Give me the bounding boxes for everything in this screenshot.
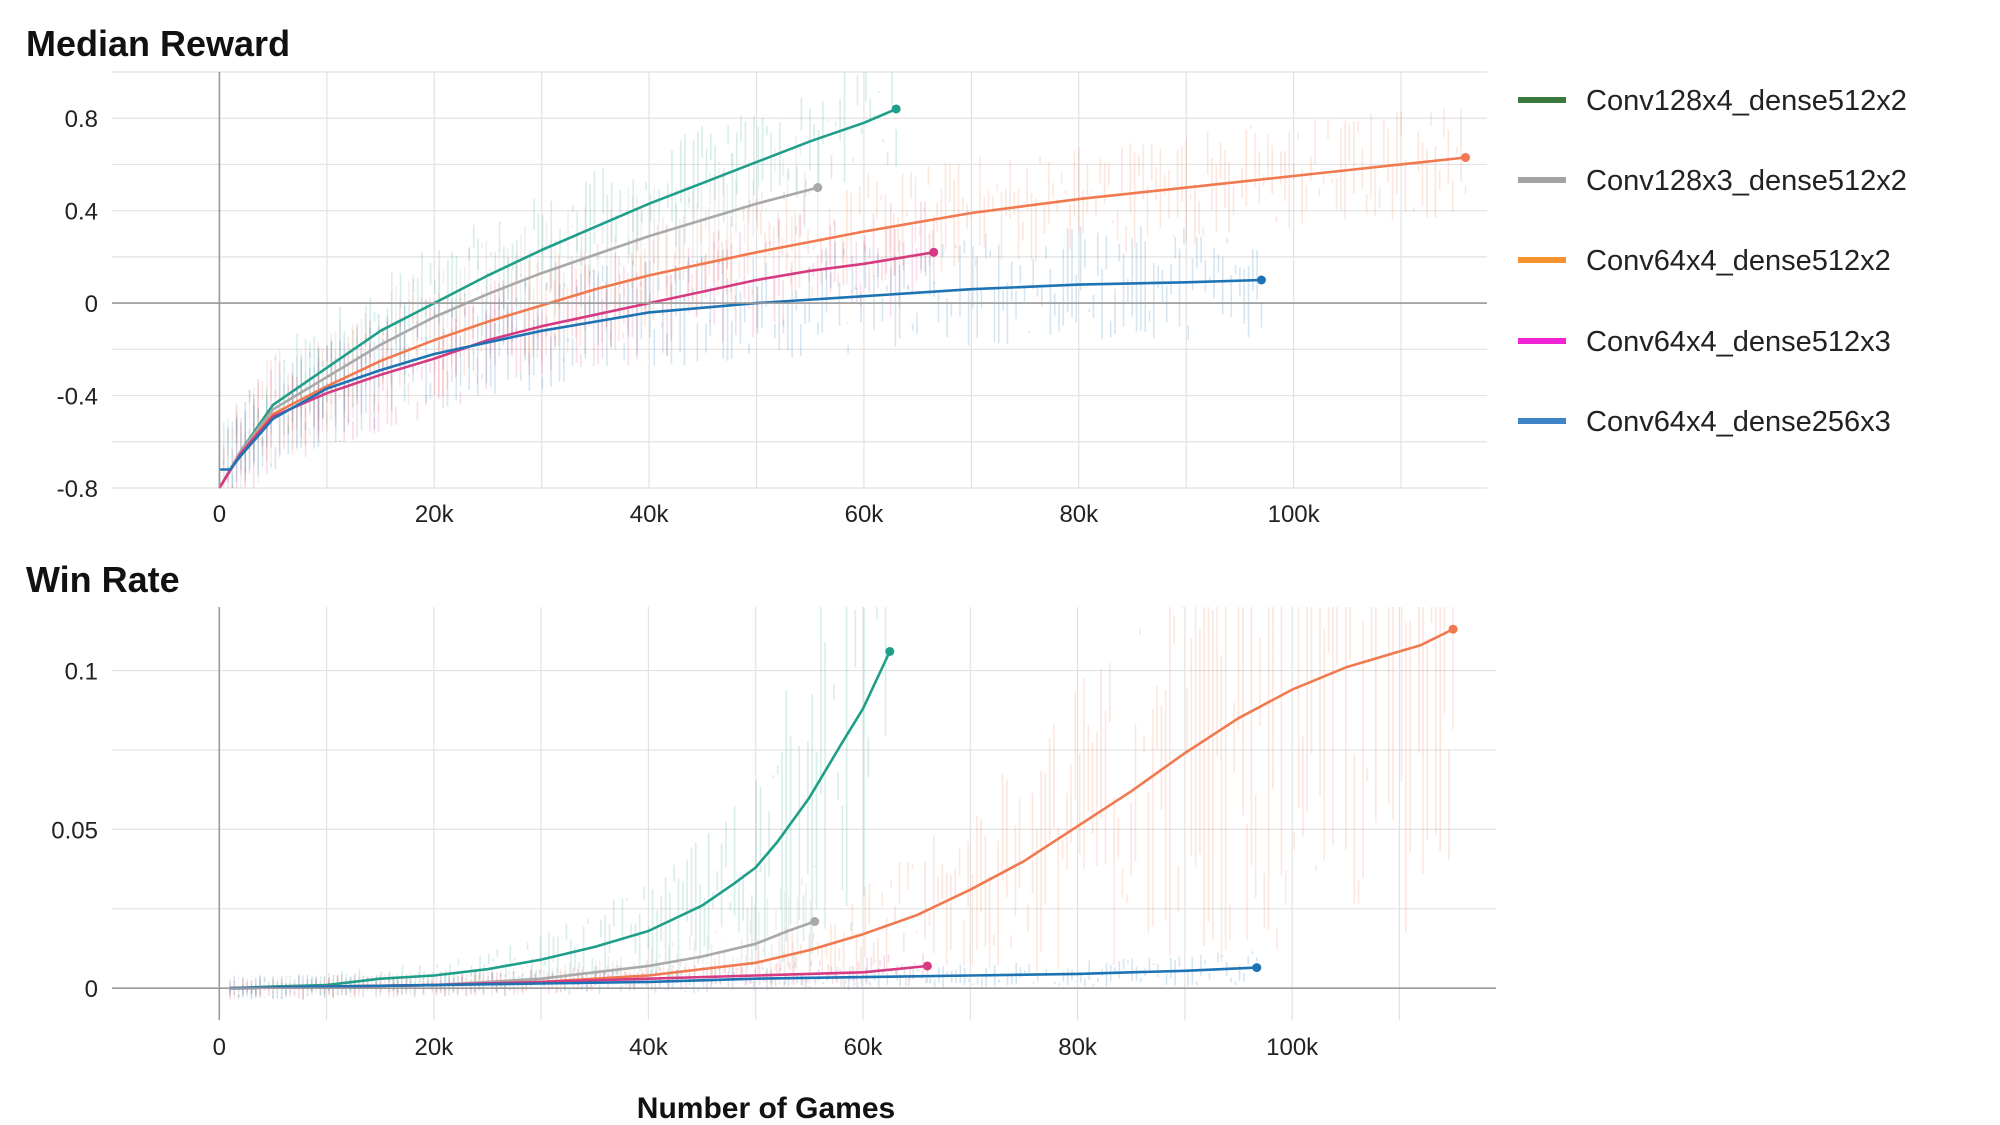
x-tick-label: 20k [415, 1034, 455, 1061]
legend-label: Conv128x3_dense512x2 [1586, 165, 1907, 197]
series-line-conv64x4_dense512x2[interactable] [218, 156, 1466, 489]
legend-label: Conv64x4_dense512x2 [1586, 245, 1891, 277]
y-tick-label: 0.1 [65, 659, 98, 686]
median-reward-chart: Median Reward 0 20k 40k 60k 80k 100k -0.8 -0.4 0… [26, 23, 1487, 528]
x-tick-label: 40k [629, 1034, 669, 1061]
win-rate-chart: Win Rate 0 20k 40k 60k 80k 100k 0 0.05 0.1 Numbe… [26, 559, 1496, 1125]
chart-title-win-rate: Win Rate [26, 559, 180, 600]
legend-item-conv128x3-dense512x2[interactable]: Conv128x3_dense512x2 [1518, 165, 1907, 197]
legend-item-conv64x4-dense512x3[interactable]: Conv64x4_dense512x3 [1518, 326, 1891, 358]
y-tick-label: -0.8 [57, 476, 98, 503]
legend-label: Conv64x4_dense512x3 [1586, 326, 1891, 358]
y-tick-label: 0 [85, 976, 98, 1003]
data-point [929, 247, 939, 257]
data-point [1252, 963, 1262, 973]
x-tick-label: 100k [1266, 1034, 1319, 1061]
y-tick-label: 0 [85, 291, 98, 318]
series-raw-noise [229, 607, 887, 999]
data-point [813, 183, 823, 193]
x-tick-label: 0 [213, 1034, 226, 1061]
legend-item-conv128x4-dense512x2[interactable]: Conv128x4_dense512x2 [1518, 85, 1907, 117]
series-line-conv128x3_dense512x2[interactable] [218, 186, 819, 489]
legend-label: Conv64x4_dense256x3 [1586, 406, 1891, 438]
x-tick-label: 80k [1059, 501, 1099, 528]
series-line-conv64x4_dense512x2[interactable] [229, 628, 1454, 990]
data-point [1256, 275, 1266, 285]
legend-label: Conv128x4_dense512x2 [1586, 85, 1907, 117]
x-tick-label: 20k [415, 501, 455, 528]
chart-title-median-reward: Median Reward [26, 23, 290, 64]
x-tick-label: 60k [844, 1034, 884, 1061]
series-line-conv128x4_dense512x2[interactable] [218, 107, 897, 489]
series-raw-noise [218, 226, 1263, 488]
y-tick-label: -0.4 [57, 384, 98, 411]
data-point [885, 646, 895, 656]
data-point [891, 104, 901, 114]
legend: Conv128x4_dense512x2 Conv128x3_dense512x… [1518, 85, 1907, 438]
series-line-conv128x4_dense512x2[interactable] [229, 650, 891, 990]
legend-item-conv64x4-dense256x3[interactable]: Conv64x4_dense256x3 [1518, 406, 1891, 438]
x-tick-label: 0 [213, 501, 226, 528]
data-point [1448, 624, 1458, 634]
data-point [922, 961, 932, 971]
x-tick-label: 60k [845, 501, 885, 528]
y-tick-label: 0.8 [65, 106, 98, 133]
y-tick-label: 0.05 [51, 817, 98, 844]
legend-item-conv64x4-dense512x2[interactable]: Conv64x4_dense512x2 [1518, 245, 1891, 277]
series-line-conv64x4_dense256x3[interactable] [229, 966, 1257, 990]
data-point [1461, 153, 1471, 163]
y-tick-label: 0.4 [65, 199, 98, 226]
x-tick-label: 80k [1058, 1034, 1098, 1061]
x-axis-label-number-of-games: Number of Games [637, 1092, 895, 1125]
x-tick-label: 40k [630, 501, 670, 528]
data-point [810, 917, 820, 927]
x-tick-label: 100k [1268, 501, 1321, 528]
series-line-conv64x4_dense256x3[interactable] [219, 278, 1262, 471]
